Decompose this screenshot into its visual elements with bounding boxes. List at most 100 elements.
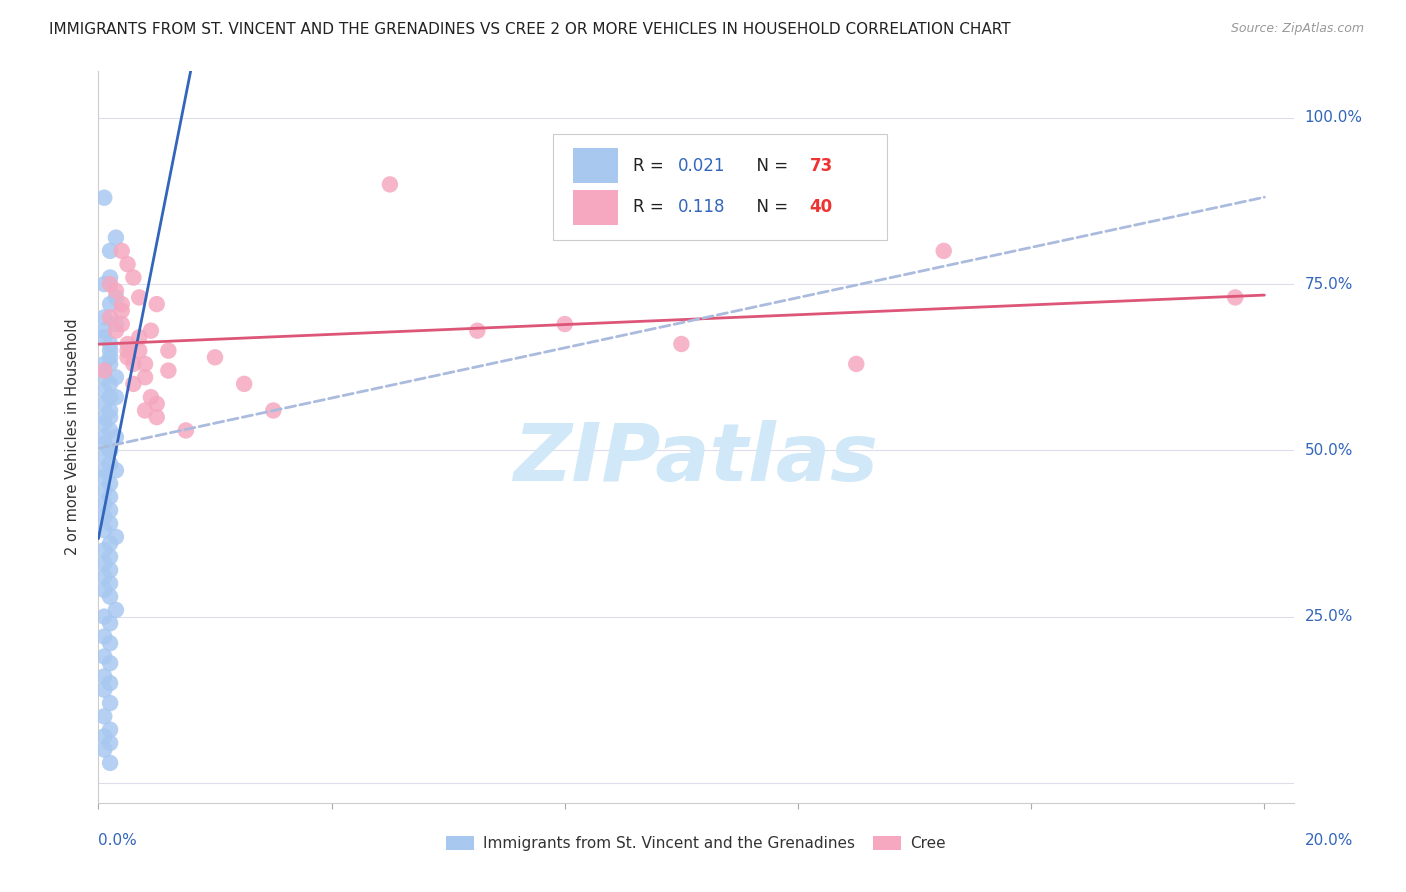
Point	[104, 370, 127, 384]
Text: 75.0%: 75.0%	[1305, 277, 1353, 292]
Point	[93, 450, 115, 464]
Point	[98, 337, 121, 351]
Point	[93, 570, 115, 584]
Point	[117, 337, 139, 351]
Point	[98, 723, 121, 737]
Point	[98, 351, 121, 365]
Point	[554, 317, 576, 331]
Point	[134, 403, 156, 417]
Point	[98, 616, 121, 631]
Legend: Immigrants from St. Vincent and the Grenadines, Cree: Immigrants from St. Vincent and the Gren…	[440, 830, 952, 857]
Point	[104, 317, 127, 331]
Point	[104, 430, 127, 444]
Point	[104, 390, 127, 404]
Point	[98, 490, 121, 504]
Text: 25.0%: 25.0%	[1305, 609, 1353, 624]
Text: 20.0%: 20.0%	[1305, 833, 1353, 848]
Point	[111, 303, 134, 318]
Point	[117, 257, 139, 271]
Point	[98, 503, 121, 517]
Point	[93, 417, 115, 431]
Point	[93, 609, 115, 624]
Point	[93, 582, 115, 597]
Point	[98, 390, 121, 404]
Text: 0.021: 0.021	[678, 157, 725, 175]
Point	[93, 557, 115, 571]
FancyBboxPatch shape	[572, 148, 619, 183]
Point	[111, 244, 134, 258]
Point	[117, 343, 139, 358]
Point	[122, 376, 145, 391]
Point	[128, 343, 150, 358]
Point	[93, 649, 115, 664]
Point	[233, 376, 256, 391]
Point	[98, 563, 121, 577]
Point	[93, 483, 115, 498]
Point	[98, 343, 121, 358]
Point	[98, 676, 121, 690]
Point	[98, 310, 121, 325]
Point	[98, 424, 121, 438]
Point	[93, 397, 115, 411]
Point	[139, 324, 162, 338]
Point	[98, 410, 121, 425]
Point	[1225, 290, 1247, 304]
Point	[98, 277, 121, 292]
FancyBboxPatch shape	[553, 134, 887, 240]
Point	[98, 549, 121, 564]
Point	[93, 330, 115, 344]
Point	[93, 682, 115, 697]
Point	[98, 357, 121, 371]
Point	[93, 384, 115, 398]
Point	[98, 403, 121, 417]
Point	[104, 290, 127, 304]
Point	[93, 191, 115, 205]
Point	[98, 443, 121, 458]
Point	[157, 343, 180, 358]
Point	[104, 324, 127, 338]
Point	[157, 363, 180, 377]
Point	[262, 403, 284, 417]
Point	[98, 656, 121, 670]
Point	[104, 284, 127, 298]
Y-axis label: 2 or more Vehicles in Household: 2 or more Vehicles in Household	[65, 318, 80, 556]
Point	[104, 230, 127, 244]
Point	[93, 357, 115, 371]
Point	[93, 370, 115, 384]
Point	[467, 324, 489, 338]
Point	[128, 330, 150, 344]
Point	[932, 244, 955, 258]
Point	[98, 516, 121, 531]
Text: 0.0%: 0.0%	[98, 833, 138, 848]
Text: 100.0%: 100.0%	[1305, 111, 1362, 126]
Point	[378, 178, 401, 192]
Point	[93, 277, 115, 292]
Text: R =: R =	[633, 198, 669, 217]
Point	[93, 630, 115, 644]
Point	[139, 390, 162, 404]
Point	[98, 297, 121, 311]
Point	[111, 317, 134, 331]
Point	[98, 736, 121, 750]
Point	[93, 324, 115, 338]
Point	[111, 297, 134, 311]
Text: 73: 73	[810, 157, 832, 175]
Point	[134, 370, 156, 384]
Point	[204, 351, 226, 365]
Point	[93, 729, 115, 743]
Point	[93, 543, 115, 558]
Point	[93, 509, 115, 524]
Text: IMMIGRANTS FROM ST. VINCENT AND THE GRENADINES VS CREE 2 OR MORE VEHICLES IN HOU: IMMIGRANTS FROM ST. VINCENT AND THE GREN…	[49, 22, 1011, 37]
FancyBboxPatch shape	[572, 190, 619, 225]
Point	[134, 357, 156, 371]
Point	[93, 669, 115, 683]
Point	[93, 470, 115, 484]
Text: 0.118: 0.118	[678, 198, 725, 217]
Point	[93, 410, 115, 425]
Point	[93, 742, 115, 756]
Point	[98, 244, 121, 258]
Point	[98, 590, 121, 604]
Text: R =: R =	[633, 157, 669, 175]
Point	[98, 376, 121, 391]
Text: Source: ZipAtlas.com: Source: ZipAtlas.com	[1230, 22, 1364, 36]
